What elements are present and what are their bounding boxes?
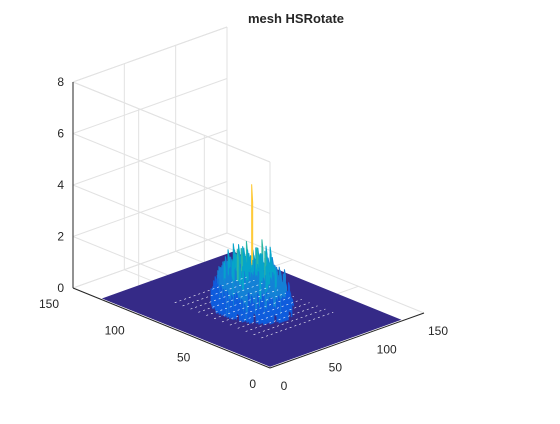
mesh-line [221, 300, 224, 316]
mesh-line [229, 298, 232, 319]
z-tick-label: 0 [57, 281, 64, 295]
x-tick-label: 100 [377, 342, 397, 356]
x-tick-label: 150 [428, 324, 448, 338]
y-tick-label: 150 [39, 297, 59, 311]
mesh-line [263, 312, 266, 325]
y-tick-label: 0 [249, 377, 256, 391]
z-tick-label: 6 [57, 127, 64, 141]
z-tick-label: 8 [57, 75, 64, 89]
mesh-line [245, 284, 248, 322]
mesh-line [277, 295, 281, 322]
back-wall-grid-horizontal [72, 78, 228, 134]
x-tick-label: 0 [281, 379, 288, 393]
mesh-line [269, 311, 272, 325]
mesh-line [271, 305, 274, 324]
mesh-line [251, 184, 254, 310]
mesh-line [290, 304, 293, 318]
y-axis-line [72, 287, 271, 369]
mesh-line [218, 301, 221, 315]
mesh-line [255, 308, 258, 324]
back-wall-grid-horizontal [72, 232, 228, 289]
mesh-line [253, 302, 256, 323]
box-edge [72, 81, 271, 163]
mesh-line [274, 314, 277, 325]
mesh-line [282, 300, 285, 322]
mesh-line [243, 303, 246, 322]
mesh-line [258, 311, 261, 325]
mesh-line [236, 298, 239, 321]
y-tick-label: 50 [177, 350, 191, 364]
mesh-line [223, 300, 226, 317]
back-wall-grid-horizontal [72, 181, 228, 237]
mesh-line [280, 298, 283, 323]
mesh-line [237, 313, 240, 323]
x-tick-label: 50 [329, 361, 343, 375]
mesh-line [216, 301, 219, 314]
floor-grid-x [226, 232, 425, 314]
y-tick-label: 100 [105, 324, 125, 338]
back-wall-grid-horizontal [72, 129, 228, 186]
side-wall-grid-horizontal [72, 133, 271, 214]
mesh-line [284, 299, 287, 322]
mesh-line [292, 304, 295, 317]
mesh-line [278, 310, 281, 324]
mesh-line [226, 290, 229, 318]
tick-labels: 0 50 100 150 0 50 100 150 0 2 4 6 8 [39, 75, 448, 393]
axis-layer [72, 82, 425, 369]
mesh-line [286, 305, 289, 321]
mesh-surface [101, 184, 402, 367]
mesh-line [259, 270, 262, 321]
mesh-line [260, 303, 263, 324]
mesh-line [231, 304, 234, 321]
z-tick-label: 2 [57, 230, 64, 244]
mesh-line [239, 305, 242, 322]
mesh-line [267, 300, 270, 324]
mesh-line [233, 294, 236, 320]
mesh-line [251, 295, 254, 324]
mesh-line [241, 308, 244, 323]
chart-title: mesh HSRotate [248, 11, 344, 26]
mesh-line [212, 293, 215, 309]
mesh-line [253, 313, 256, 325]
x-axis-line [269, 312, 425, 369]
mesh-line [269, 297, 272, 323]
box-edge [72, 26, 228, 83]
mesh-line [275, 298, 278, 323]
z-tick-label: 4 [57, 178, 64, 192]
mesh-line [265, 307, 268, 325]
